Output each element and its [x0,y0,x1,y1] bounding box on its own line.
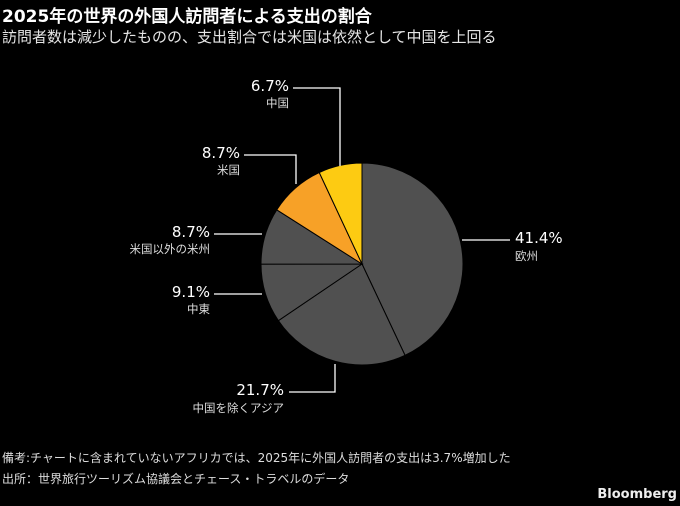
label-asia-pct: 21.7% [236,381,284,399]
leader-line-asia [289,364,336,393]
leader-line-us [244,154,297,184]
label-us-pct: 8.7% [202,144,240,162]
source: 出所：世界旅行ツーリズム協議会とチェース・トラベルのデータ [2,472,350,486]
label-asia-name: 中国を除くアジア [192,401,284,415]
pie-slice-1 [277,263,406,366]
label-europe-name: 欧州 [515,249,538,263]
label-china-pct: 6.7% [251,77,289,95]
label-americas-name: 米国以外の米州 [130,242,211,256]
label-europe-pct: 41.4% [515,229,563,247]
pie-slice-0 [361,162,464,357]
bloomberg-logo: Bloomberg [597,487,677,502]
footnote: 備考:チャートに含まれていないアフリカでは、2025年に外国人訪問者の支出は3.… [2,451,511,465]
label-middle-east-name: 中東 [187,302,210,316]
label-us-name: 米国 [217,163,240,177]
leader-line-china [293,87,341,166]
chart-subtitle: 訪問者数は減少したものの、支出割合では米国は依然として中国を上回る [2,28,497,46]
leader-lines [214,87,510,393]
label-middle-east-pct: 9.1% [172,283,210,301]
chart-title: 2025年の世界の外国人訪問者による支出の割合 [2,7,372,27]
label-americas-pct: 8.7% [172,223,210,241]
label-china-name: 中国 [266,96,289,110]
